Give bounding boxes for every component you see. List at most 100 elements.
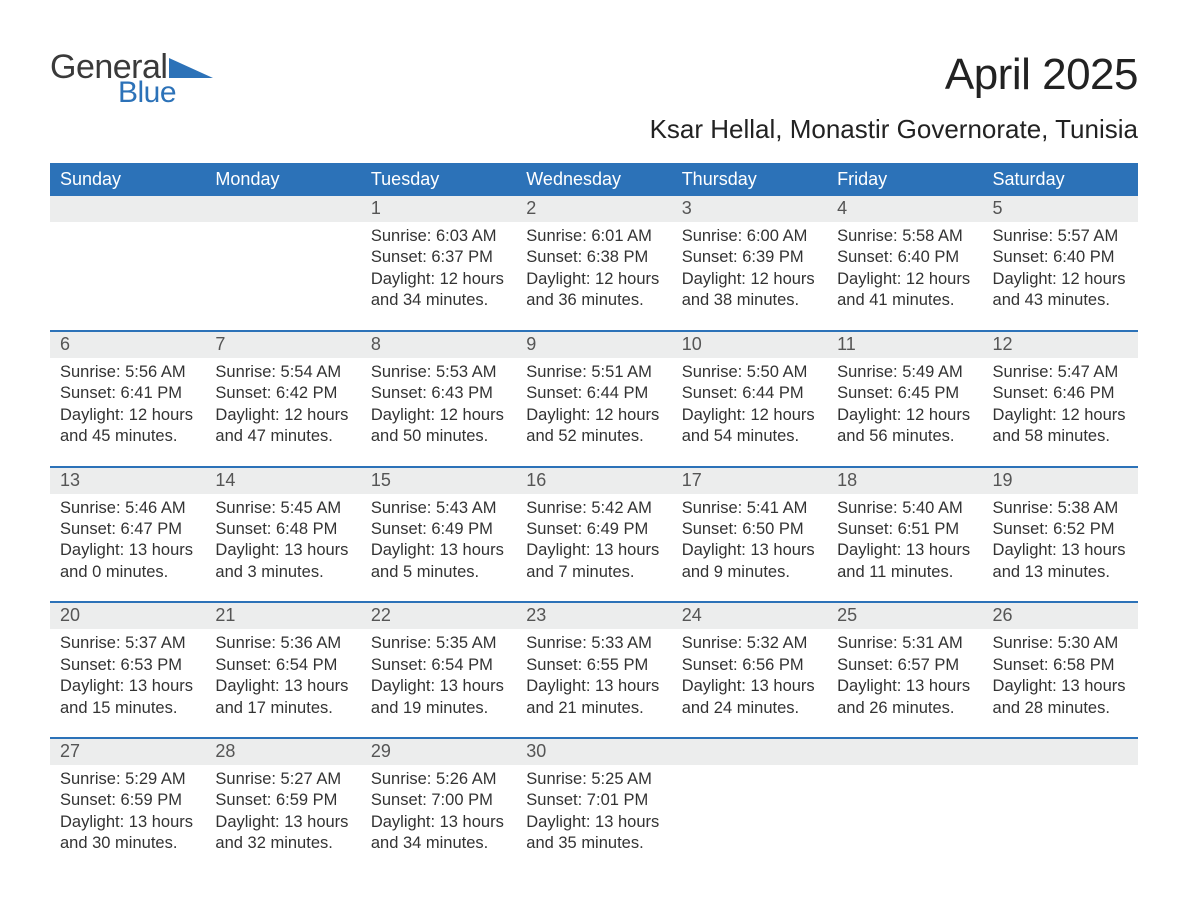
sunrise-line: Sunrise: 5:43 AM	[371, 498, 506, 519]
day-number: 26	[983, 603, 1138, 629]
calendar-cell: Sunrise: 5:53 AMSunset: 6:43 PMDaylight:…	[361, 358, 516, 466]
day-number: 5	[983, 196, 1138, 222]
title-block: April 2025 Ksar Hellal, Monastir Governo…	[650, 50, 1138, 145]
calendar-cell: Sunrise: 5:42 AMSunset: 6:49 PMDaylight:…	[516, 494, 671, 602]
calendar-cell: Sunrise: 5:25 AMSunset: 7:01 PMDaylight:…	[516, 765, 671, 873]
calendar-cell-body: Sunrise: 5:57 AMSunset: 6:40 PMDaylight:…	[983, 222, 1138, 312]
sunset-line: Sunset: 6:59 PM	[60, 790, 195, 811]
location-subtitle: Ksar Hellal, Monastir Governorate, Tunis…	[650, 114, 1138, 145]
day-number: 6	[50, 332, 205, 358]
week-body-row: Sunrise: 5:56 AMSunset: 6:41 PMDaylight:…	[50, 358, 1138, 466]
calendar-cell-body: Sunrise: 5:43 AMSunset: 6:49 PMDaylight:…	[361, 494, 516, 584]
sunrise-line: Sunrise: 5:54 AM	[215, 362, 350, 383]
sunset-line: Sunset: 6:58 PM	[993, 655, 1128, 676]
calendar-week: 13141516171819Sunrise: 5:46 AMSunset: 6:…	[50, 466, 1138, 602]
calendar-cell: Sunrise: 5:47 AMSunset: 6:46 PMDaylight:…	[983, 358, 1138, 466]
calendar-cell-body	[205, 222, 360, 226]
daylight-line: Daylight: 12 hours and 43 minutes.	[993, 269, 1128, 312]
sunset-line: Sunset: 6:39 PM	[682, 247, 817, 268]
sunrise-line: Sunrise: 6:00 AM	[682, 226, 817, 247]
day-number	[50, 196, 205, 222]
dow-monday: Monday	[205, 163, 360, 196]
calendar-cell: Sunrise: 5:45 AMSunset: 6:48 PMDaylight:…	[205, 494, 360, 602]
sunrise-line: Sunrise: 5:27 AM	[215, 769, 350, 790]
calendar-cell: Sunrise: 5:29 AMSunset: 6:59 PMDaylight:…	[50, 765, 205, 873]
calendar-week: 12345Sunrise: 6:03 AMSunset: 6:37 PMDayl…	[50, 196, 1138, 330]
daylight-line: Daylight: 12 hours and 56 minutes.	[837, 405, 972, 448]
sunrise-line: Sunrise: 5:41 AM	[682, 498, 817, 519]
sunrise-line: Sunrise: 5:56 AM	[60, 362, 195, 383]
sunrise-line: Sunrise: 5:25 AM	[526, 769, 661, 790]
dow-sunday: Sunday	[50, 163, 205, 196]
calendar-cell: Sunrise: 5:49 AMSunset: 6:45 PMDaylight:…	[827, 358, 982, 466]
sunset-line: Sunset: 6:42 PM	[215, 383, 350, 404]
calendar-cell: Sunrise: 5:26 AMSunset: 7:00 PMDaylight:…	[361, 765, 516, 873]
daylight-line: Daylight: 12 hours and 41 minutes.	[837, 269, 972, 312]
sunset-line: Sunset: 6:44 PM	[526, 383, 661, 404]
sunrise-line: Sunrise: 5:37 AM	[60, 633, 195, 654]
daylight-line: Daylight: 13 hours and 30 minutes.	[60, 812, 195, 855]
calendar-cell: Sunrise: 5:30 AMSunset: 6:58 PMDaylight:…	[983, 629, 1138, 737]
calendar-cell	[672, 765, 827, 873]
calendar-cell: Sunrise: 5:36 AMSunset: 6:54 PMDaylight:…	[205, 629, 360, 737]
daylight-line: Daylight: 12 hours and 50 minutes.	[371, 405, 506, 448]
calendar-cell: Sunrise: 5:58 AMSunset: 6:40 PMDaylight:…	[827, 222, 982, 330]
daylight-line: Daylight: 13 hours and 19 minutes.	[371, 676, 506, 719]
day-number: 13	[50, 468, 205, 494]
sunrise-line: Sunrise: 5:58 AM	[837, 226, 972, 247]
daylight-line: Daylight: 13 hours and 26 minutes.	[837, 676, 972, 719]
day-number: 24	[672, 603, 827, 629]
day-number: 22	[361, 603, 516, 629]
sunrise-line: Sunrise: 5:53 AM	[371, 362, 506, 383]
brand-triangle-icon	[169, 58, 213, 78]
sunrise-line: Sunrise: 5:46 AM	[60, 498, 195, 519]
calendar-cell-body: Sunrise: 5:25 AMSunset: 7:01 PMDaylight:…	[516, 765, 671, 855]
sunset-line: Sunset: 6:49 PM	[526, 519, 661, 540]
sunset-line: Sunset: 6:57 PM	[837, 655, 972, 676]
dow-wednesday: Wednesday	[516, 163, 671, 196]
sunset-line: Sunset: 6:51 PM	[837, 519, 972, 540]
sunset-line: Sunset: 6:46 PM	[993, 383, 1128, 404]
calendar-cell: Sunrise: 5:54 AMSunset: 6:42 PMDaylight:…	[205, 358, 360, 466]
sunset-line: Sunset: 6:44 PM	[682, 383, 817, 404]
daylight-line: Daylight: 12 hours and 45 minutes.	[60, 405, 195, 448]
daylight-line: Daylight: 12 hours and 38 minutes.	[682, 269, 817, 312]
calendar-cell: Sunrise: 6:03 AMSunset: 6:37 PMDaylight:…	[361, 222, 516, 330]
day-number-band: 27282930	[50, 739, 1138, 765]
calendar-cell: Sunrise: 5:35 AMSunset: 6:54 PMDaylight:…	[361, 629, 516, 737]
calendar-weeks: 12345Sunrise: 6:03 AMSunset: 6:37 PMDayl…	[50, 196, 1138, 873]
daylight-line: Daylight: 13 hours and 32 minutes.	[215, 812, 350, 855]
sunset-line: Sunset: 6:52 PM	[993, 519, 1128, 540]
calendar-week: 27282930Sunrise: 5:29 AMSunset: 6:59 PMD…	[50, 737, 1138, 873]
daylight-line: Daylight: 12 hours and 58 minutes.	[993, 405, 1128, 448]
sunset-line: Sunset: 6:48 PM	[215, 519, 350, 540]
calendar-cell-body: Sunrise: 5:41 AMSunset: 6:50 PMDaylight:…	[672, 494, 827, 584]
day-number: 23	[516, 603, 671, 629]
calendar-cell-body	[50, 222, 205, 226]
sunset-line: Sunset: 6:37 PM	[371, 247, 506, 268]
sunset-line: Sunset: 6:59 PM	[215, 790, 350, 811]
calendar-cell-body: Sunrise: 5:30 AMSunset: 6:58 PMDaylight:…	[983, 629, 1138, 719]
calendar-cell: Sunrise: 5:33 AMSunset: 6:55 PMDaylight:…	[516, 629, 671, 737]
sunrise-line: Sunrise: 5:40 AM	[837, 498, 972, 519]
calendar-cell-body: Sunrise: 5:37 AMSunset: 6:53 PMDaylight:…	[50, 629, 205, 719]
sunrise-line: Sunrise: 5:38 AM	[993, 498, 1128, 519]
calendar-cell-body: Sunrise: 5:32 AMSunset: 6:56 PMDaylight:…	[672, 629, 827, 719]
day-number: 14	[205, 468, 360, 494]
sunset-line: Sunset: 6:54 PM	[371, 655, 506, 676]
calendar-cell: Sunrise: 6:01 AMSunset: 6:38 PMDaylight:…	[516, 222, 671, 330]
calendar-cell-body: Sunrise: 5:45 AMSunset: 6:48 PMDaylight:…	[205, 494, 360, 584]
calendar-cell	[205, 222, 360, 330]
day-number: 30	[516, 739, 671, 765]
day-number: 15	[361, 468, 516, 494]
day-number: 10	[672, 332, 827, 358]
sunset-line: Sunset: 6:38 PM	[526, 247, 661, 268]
day-number	[672, 739, 827, 765]
calendar-cell-body: Sunrise: 5:54 AMSunset: 6:42 PMDaylight:…	[205, 358, 360, 448]
calendar-cell-body: Sunrise: 5:56 AMSunset: 6:41 PMDaylight:…	[50, 358, 205, 448]
daylight-line: Daylight: 13 hours and 5 minutes.	[371, 540, 506, 583]
day-number: 28	[205, 739, 360, 765]
daylight-line: Daylight: 13 hours and 7 minutes.	[526, 540, 661, 583]
day-number: 21	[205, 603, 360, 629]
brand-word-2: Blue	[118, 78, 213, 108]
